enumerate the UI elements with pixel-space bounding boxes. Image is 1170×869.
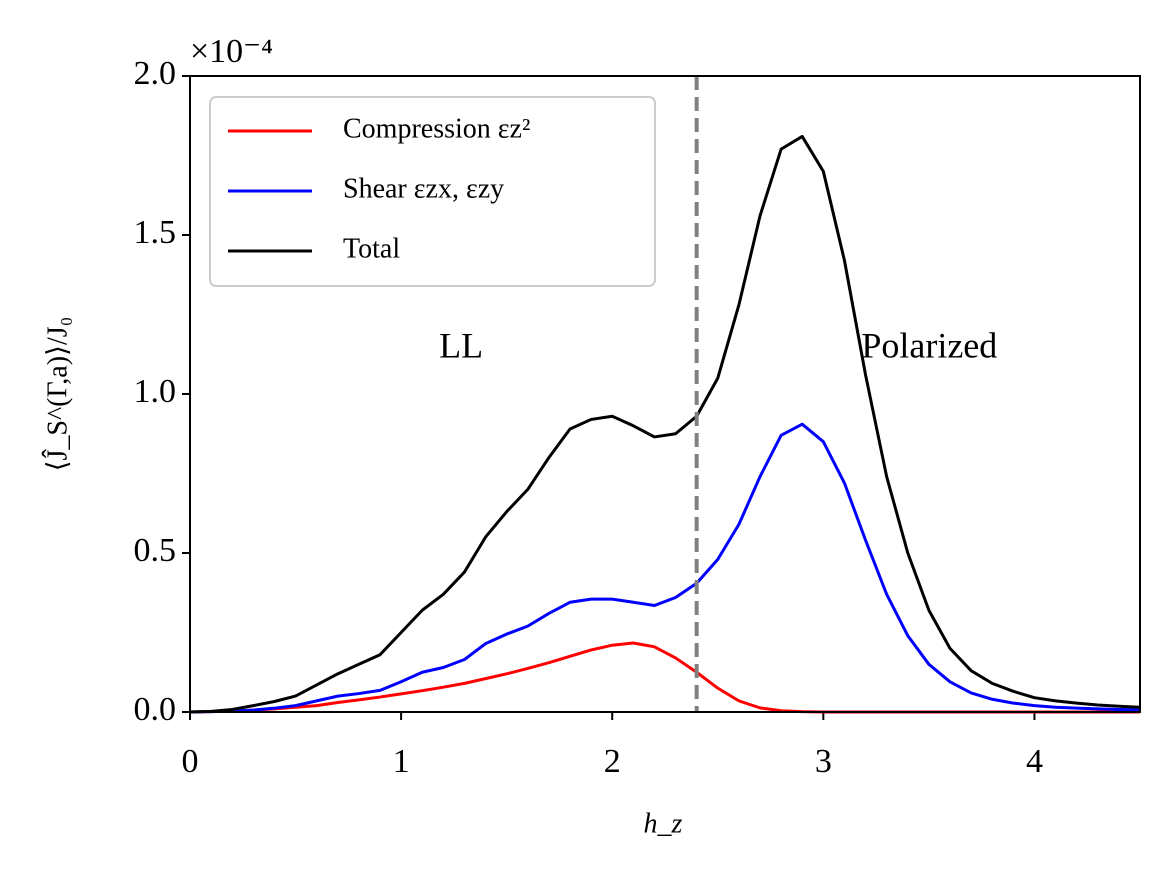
y-tick-label: 0.5	[134, 532, 177, 569]
legend-label: Shear εzx, εzy	[343, 173, 504, 204]
y-tick-label: 2.0	[134, 55, 177, 92]
y-tick-label: 1.0	[134, 373, 177, 410]
x-axis-label: h_z	[644, 808, 683, 839]
y-offset-label: ×10⁻⁴	[190, 33, 273, 70]
y-axis-label: ⟨Ĵ_S^(Γ,a)⟩/J₀	[42, 317, 73, 472]
annotation: Polarized	[861, 326, 997, 366]
plot-frame	[189, 75, 1141, 713]
y-tick-label: 1.5	[134, 214, 177, 251]
legend-label: Compression εz²	[343, 113, 530, 144]
x-tick-label: 3	[815, 743, 832, 780]
x-tick-label: 0	[182, 743, 199, 780]
legend-label: Total	[343, 233, 400, 264]
x-tick-label: 4	[1026, 743, 1043, 780]
annotation: LL	[439, 326, 483, 366]
y-tick-label: 0.0	[134, 691, 177, 728]
series-line	[189, 422, 1141, 714]
legend-box	[209, 96, 656, 287]
x-tick-label: 1	[393, 743, 410, 780]
x-tick-label: 2	[604, 743, 621, 780]
series-line	[189, 134, 1141, 714]
